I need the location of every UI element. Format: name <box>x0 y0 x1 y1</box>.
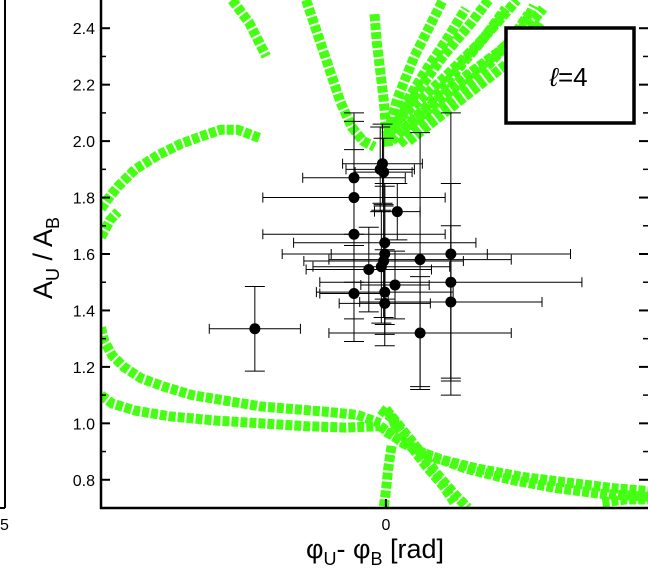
y-tick-label-6: 2.0 <box>73 134 95 151</box>
data-point-7 <box>378 166 390 178</box>
data-point-1 <box>348 172 360 184</box>
model-curve-1 <box>101 391 381 433</box>
model-curve-0 <box>101 326 382 428</box>
data-point-8 <box>391 206 403 218</box>
data-point-6 <box>376 158 388 170</box>
data-point-14 <box>389 279 401 291</box>
data-point-16 <box>379 297 391 309</box>
model-curve-21 <box>378 445 397 508</box>
model-curve-11 <box>390 0 521 128</box>
model-curve-8 <box>381 5 470 144</box>
legend-box: ℓ =4 <box>504 26 636 125</box>
y-tick-label-1: 1.0 <box>73 416 95 433</box>
left-panel-fragment: 5 <box>0 0 9 534</box>
y-tick-label-4: 1.6 <box>73 247 95 264</box>
error-bars <box>208 112 583 396</box>
y-tick-label-7: 2.2 <box>73 78 95 95</box>
y-tick-label-5: 1.8 <box>73 191 95 208</box>
legend-text: =4 <box>558 62 588 92</box>
y-tick-label-3: 1.4 <box>73 303 95 320</box>
data-point-13 <box>363 264 375 276</box>
data-point-20 <box>445 276 457 288</box>
model-curve-2 <box>101 124 263 212</box>
data-point-12 <box>375 261 387 273</box>
model-curve-4 <box>301 0 377 152</box>
data-point-19 <box>445 248 457 260</box>
data-point-4 <box>348 288 360 300</box>
y-axis-title: AU / AB <box>28 217 63 299</box>
data-point-3 <box>348 228 360 240</box>
data-point-15 <box>379 286 391 298</box>
model-curve-3 <box>101 208 122 240</box>
model-curve-5 <box>228 0 271 59</box>
legend-ell: ℓ <box>549 62 560 92</box>
model-curve-7 <box>381 0 448 143</box>
model-curve-20 <box>387 414 459 506</box>
y-tick-label-8: 2.4 <box>73 21 95 38</box>
model-curve-22 <box>601 494 648 508</box>
data-point-0 <box>249 323 261 335</box>
data-points <box>249 158 457 339</box>
data-point-17 <box>414 254 426 266</box>
y-axis-ticks: 0.8 1.0 1.2 1.4 1.6 1.8 2.0 2.2 2.4 <box>73 21 648 490</box>
y-tick-label-0: 0.8 <box>73 473 95 490</box>
left-panel-tick-label: 5 <box>0 517 9 534</box>
y-tick-label-2: 1.2 <box>73 360 95 377</box>
x-axis-ticks: 0 <box>381 499 390 534</box>
data-point-21 <box>445 296 457 308</box>
x-tick-label-0: 0 <box>381 517 390 534</box>
model-curve-6 <box>369 13 394 148</box>
data-point-18 <box>414 327 426 339</box>
x-axis-title: φU- φB [rad] <box>306 534 444 569</box>
data-point-2 <box>348 192 360 204</box>
data-point-9 <box>379 237 391 249</box>
